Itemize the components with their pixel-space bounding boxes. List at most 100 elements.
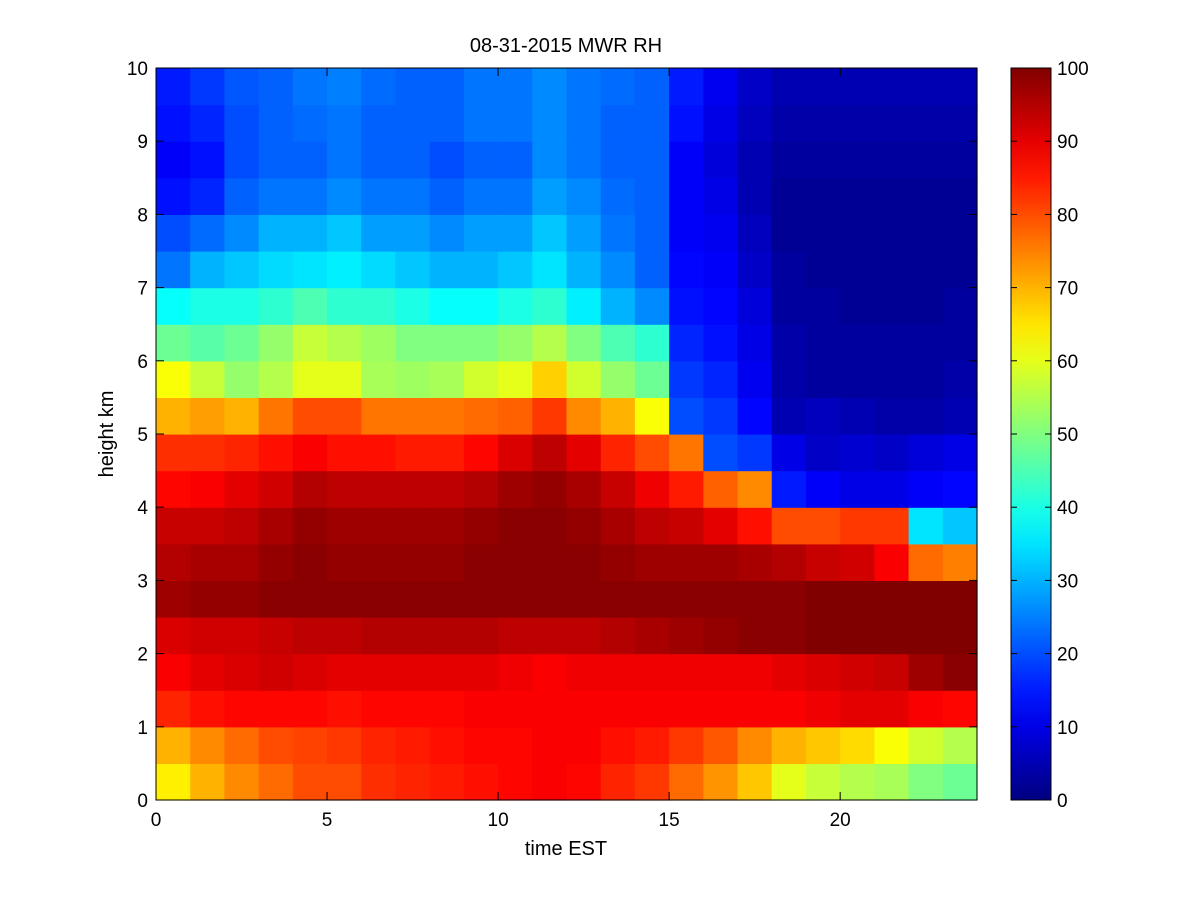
heatmap-cell (805, 690, 841, 728)
heatmap-cell (361, 324, 397, 362)
heatmap-cell (874, 434, 910, 472)
y-tick-label: 3 (137, 571, 148, 592)
heatmap-cell (429, 617, 465, 655)
heatmap-cell (566, 653, 602, 691)
heatmap-cell (258, 507, 294, 545)
heatmap-cell (942, 507, 978, 545)
heatmap-cell (737, 177, 773, 215)
heatmap-cell (258, 360, 294, 398)
heatmap-cell (156, 324, 191, 362)
heatmap-cell (737, 470, 773, 508)
heatmap-cell (292, 177, 328, 215)
heatmap-cell (327, 397, 362, 435)
heatmap-cell (190, 214, 226, 252)
heatmap-cell (532, 397, 568, 435)
heatmap-cell (600, 763, 636, 801)
heatmap-cell (190, 141, 226, 179)
heatmap-cell (908, 360, 944, 398)
heatmap-cell (669, 690, 704, 728)
heatmap-cell (190, 543, 226, 581)
heatmap-cell (942, 360, 978, 398)
heatmap-cell (908, 434, 944, 472)
heatmap-cell (805, 507, 841, 545)
heatmap-cell (771, 324, 807, 362)
heatmap-cell (942, 397, 978, 435)
heatmap-cell (361, 763, 397, 801)
heatmap-cell (498, 543, 533, 581)
heatmap-cell (703, 653, 739, 691)
heatmap-cell (292, 763, 328, 801)
heatmap-cell (395, 617, 431, 655)
heatmap-cell (532, 617, 568, 655)
heatmap-cell (498, 251, 533, 289)
heatmap-cell (908, 104, 944, 142)
heatmap-cell (908, 763, 944, 801)
heatmap-cell (395, 763, 431, 801)
heatmap-cell (805, 434, 841, 472)
heatmap-cell (840, 690, 875, 728)
heatmap-cell (292, 543, 328, 581)
heatmap-cell (429, 324, 465, 362)
heatmap-cell (908, 617, 944, 655)
heatmap-cell (600, 177, 636, 215)
heatmap-cell (566, 580, 602, 618)
heatmap-cell (327, 580, 362, 618)
heatmap-cell (669, 360, 704, 398)
heatmap-cell (703, 214, 739, 252)
heatmap-cell (600, 653, 636, 691)
heatmap-cell (429, 251, 465, 289)
heatmap-cell (908, 543, 944, 581)
heatmap-cell (942, 580, 978, 618)
heatmap-cell (669, 177, 704, 215)
heatmap-cell (874, 251, 910, 289)
heatmap-cell (771, 434, 807, 472)
heatmap-cell (395, 434, 431, 472)
heatmap-cell (874, 360, 910, 398)
heatmap-cell (771, 580, 807, 618)
heatmap-cell (600, 251, 636, 289)
heatmap-cell (292, 580, 328, 618)
heatmap-cell (805, 726, 841, 764)
heatmap-cell (703, 470, 739, 508)
heatmap-cell (258, 141, 294, 179)
heatmap-cell (258, 104, 294, 142)
heatmap-cell (840, 360, 875, 398)
heatmap-cell (566, 470, 602, 508)
heatmap-cell (634, 470, 670, 508)
y-tick-label: 5 (137, 425, 148, 446)
heatmap-cell (771, 68, 807, 106)
heatmap-cell (805, 214, 841, 252)
heatmap-cell (292, 507, 328, 545)
heatmap-cell (737, 763, 773, 801)
y-tick-label: 8 (137, 205, 148, 226)
heatmap-cell (156, 287, 191, 325)
heatmap-cell (634, 141, 670, 179)
heatmap-cell (498, 214, 533, 252)
heatmap-cell (600, 214, 636, 252)
heatmap-cell (634, 617, 670, 655)
heatmap-cell (908, 287, 944, 325)
heatmap-cell (224, 177, 260, 215)
heatmap-cell (737, 214, 773, 252)
heatmap-cell (737, 726, 773, 764)
heatmap-cell (703, 507, 739, 545)
heatmap-cell (908, 251, 944, 289)
y-axis-ticks: 0 1 2 3 4 5 6 7 8 9 10 (127, 59, 977, 812)
heatmap-cell (361, 653, 397, 691)
heatmap-cell (463, 580, 499, 618)
heatmap-cell (292, 68, 328, 106)
heatmap-cell (566, 690, 602, 728)
heatmap-cell (771, 141, 807, 179)
heatmap-cell (190, 507, 226, 545)
heatmap-cell (874, 397, 910, 435)
heatmap-cell (156, 177, 191, 215)
heatmap-cell (327, 141, 362, 179)
heatmap-cell (942, 324, 978, 362)
heatmap-cell (258, 470, 294, 508)
heatmap-cell (874, 543, 910, 581)
heatmap-cell (156, 470, 191, 508)
heatmap-cell (703, 287, 739, 325)
heatmap-cell (190, 177, 226, 215)
heatmap-cell (190, 104, 226, 142)
